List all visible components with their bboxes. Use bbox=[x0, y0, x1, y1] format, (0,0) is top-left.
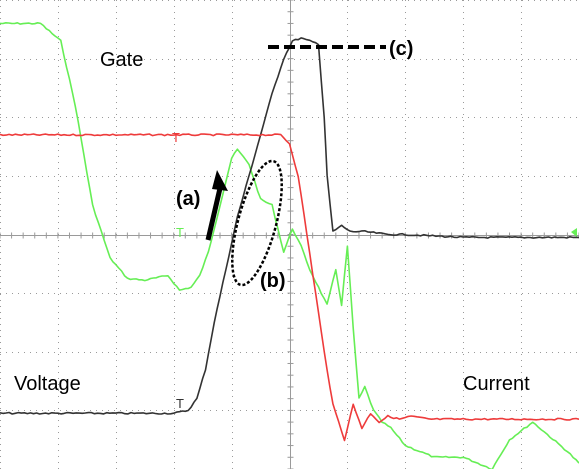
current-label: Current bbox=[463, 373, 530, 395]
gate-trace bbox=[0, 21, 579, 469]
voltage-trace bbox=[0, 37, 579, 415]
gate-level-marker bbox=[571, 228, 577, 237]
rise-arrow-shaft bbox=[205, 183, 224, 241]
annotation-a: (a) bbox=[176, 188, 200, 210]
gate-trigger-marker: T bbox=[176, 225, 184, 240]
rise-arrow-head bbox=[212, 170, 228, 191]
annotation-c: (c) bbox=[389, 38, 413, 60]
current-trigger-marker: T bbox=[172, 130, 180, 145]
annotation-b: (b) bbox=[260, 270, 286, 292]
voltage-trigger-marker: T bbox=[176, 396, 184, 411]
waveform-traces bbox=[0, 21, 579, 469]
miller-region-ellipse bbox=[231, 159, 283, 287]
voltage-label: Voltage bbox=[14, 373, 81, 395]
current-trace bbox=[0, 133, 579, 442]
gate-label: Gate bbox=[100, 49, 143, 71]
